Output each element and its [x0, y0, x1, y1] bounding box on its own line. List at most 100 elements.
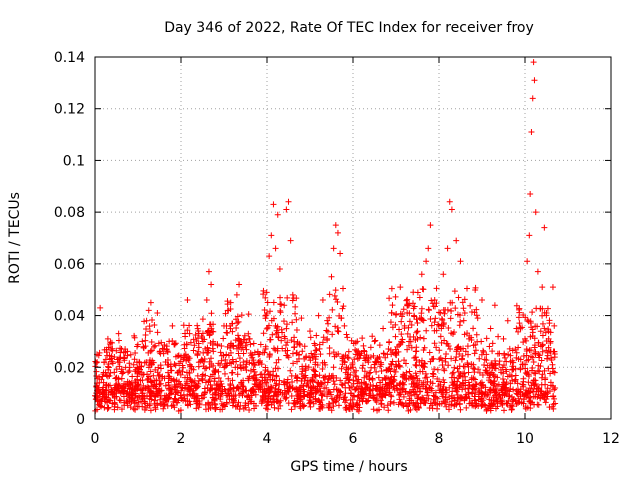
noise-point	[507, 358, 514, 365]
noise-point	[518, 399, 525, 406]
noise-point	[411, 391, 418, 398]
noise-point	[344, 334, 351, 341]
data-point	[436, 322, 442, 329]
noise-point	[372, 337, 379, 344]
noise-point	[428, 385, 435, 392]
noise-point	[288, 337, 295, 344]
noise-point	[319, 359, 326, 366]
noise-point	[327, 389, 334, 396]
noise-point	[525, 379, 532, 386]
noise-point	[263, 325, 270, 332]
noise-point	[531, 377, 538, 384]
noise-point	[422, 360, 429, 367]
noise-point	[96, 349, 103, 356]
noise-point	[235, 332, 242, 339]
noise-point	[206, 387, 213, 394]
noise-point	[531, 342, 538, 349]
noise-point	[517, 388, 524, 395]
noise-point	[427, 316, 434, 323]
noise-point	[497, 395, 504, 402]
noise-point	[307, 334, 314, 341]
noise-point	[448, 355, 455, 362]
noise-point	[544, 305, 551, 312]
x-tick-label: 2	[177, 431, 186, 447]
noise-point	[211, 400, 218, 407]
data-point	[324, 335, 331, 342]
noise-point	[548, 356, 555, 363]
noise-point	[290, 360, 297, 367]
noise-point	[532, 370, 539, 377]
noise-point	[226, 359, 233, 366]
noise-point	[164, 349, 171, 356]
noise-point	[264, 324, 271, 331]
noise-point	[501, 354, 508, 361]
noise-point	[396, 389, 403, 396]
data-point	[427, 222, 434, 229]
data-point	[483, 351, 490, 358]
noise-point	[329, 306, 336, 313]
noise-point	[139, 377, 146, 384]
noise-point	[494, 350, 501, 357]
noise-point	[404, 330, 411, 337]
noise-point	[244, 394, 251, 401]
data-point	[208, 281, 215, 288]
noise-point	[406, 338, 413, 345]
noise-point	[186, 386, 193, 393]
noise-point	[157, 365, 164, 372]
noise-point	[489, 365, 496, 372]
noise-point	[539, 320, 546, 327]
data-point	[545, 335, 552, 342]
noise-point	[470, 382, 477, 389]
noise-point	[306, 354, 313, 361]
noise-point	[275, 388, 282, 395]
noise-point	[545, 365, 552, 372]
noise-point	[270, 315, 277, 322]
noise-point	[413, 372, 420, 379]
noise-point	[469, 390, 476, 397]
noise-point	[414, 395, 421, 402]
noise-point	[376, 342, 383, 349]
noise-point	[539, 371, 546, 378]
noise-point	[440, 321, 447, 328]
noise-point	[427, 379, 434, 386]
noise-point	[221, 370, 228, 377]
noise-point	[276, 381, 283, 388]
noise-point	[413, 348, 420, 355]
noise-point	[233, 324, 240, 331]
noise-point	[186, 322, 193, 329]
data-point	[143, 317, 150, 324]
data-point	[276, 266, 283, 273]
noise-point	[93, 373, 100, 380]
noise-point	[282, 342, 289, 349]
noise-point	[312, 396, 319, 403]
noise-point	[549, 403, 556, 410]
data-point	[229, 369, 236, 376]
noise-point	[392, 352, 399, 359]
noise-point	[419, 368, 426, 375]
noise-point	[227, 325, 234, 332]
noise-point	[205, 406, 212, 413]
noise-point	[209, 345, 216, 352]
noise-point	[451, 288, 458, 295]
data-point	[457, 258, 464, 265]
noise-point	[175, 381, 182, 388]
noise-point	[264, 406, 271, 413]
noise-point	[172, 383, 179, 390]
noise-point	[321, 390, 328, 397]
noise-point	[392, 293, 399, 300]
noise-point	[256, 384, 263, 391]
x-tick-label: 4	[263, 431, 272, 447]
noise-point	[376, 392, 383, 399]
noise-point	[215, 368, 222, 375]
noise-point	[398, 331, 405, 338]
noise-point	[270, 299, 277, 306]
noise-point	[340, 303, 347, 310]
noise-point	[332, 398, 339, 405]
noise-point	[308, 350, 315, 357]
noise-point	[222, 310, 229, 317]
noise-point	[292, 303, 299, 310]
noise-point	[230, 343, 237, 350]
noise-point	[208, 325, 215, 332]
noise-point	[257, 341, 264, 348]
data-point	[107, 382, 114, 389]
